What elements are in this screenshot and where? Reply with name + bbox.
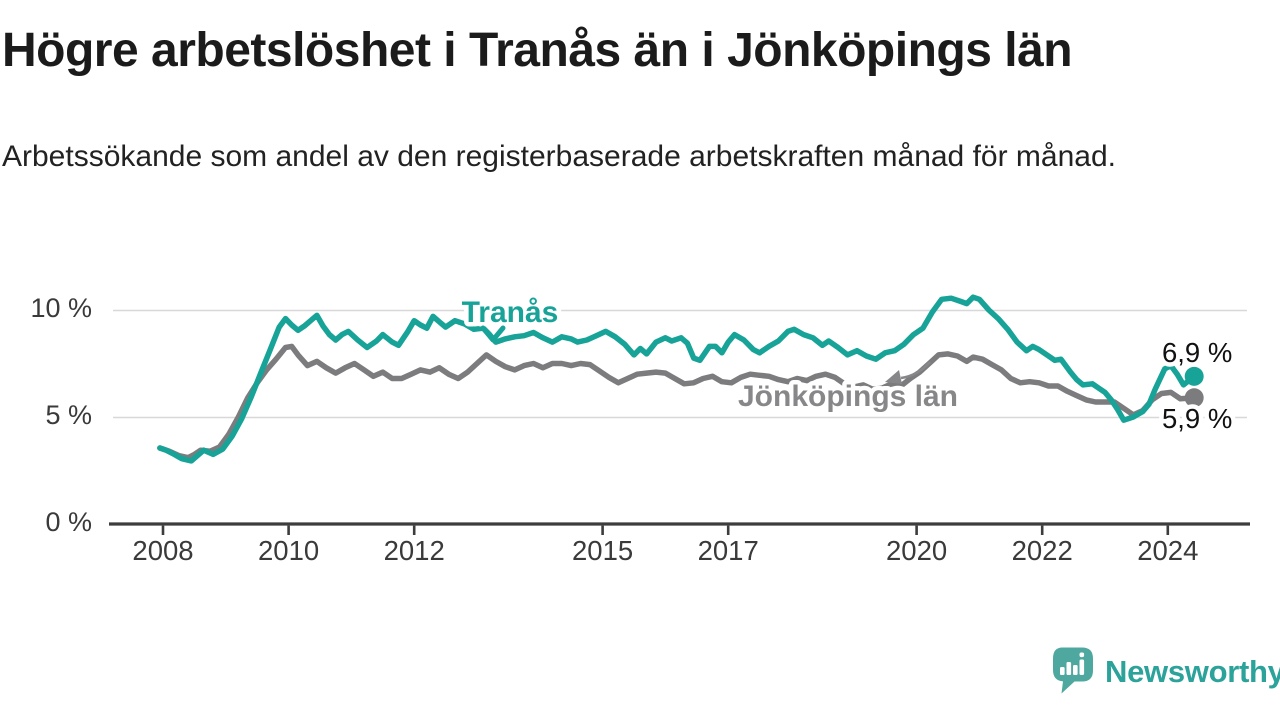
x-tick-label-2024: 2024: [1137, 535, 1198, 566]
x-tick-label-2017: 2017: [698, 535, 759, 566]
logo-exclamation-bar: [1079, 659, 1085, 675]
x-tick-label-2008: 2008: [132, 535, 193, 566]
x-tick-label-2012: 2012: [384, 535, 445, 566]
newsworthy-logo-icon: [1053, 647, 1093, 694]
end-value-label-tranaas: 6,9 %: [1162, 337, 1232, 368]
logo-bar-2: [1066, 662, 1072, 675]
end-dot-jonkopings-lan: [1184, 388, 1204, 408]
y-tick-label-5: 5 %: [45, 400, 92, 430]
jonkopings-arrow-head-icon: [885, 370, 902, 384]
series-line-tranaas: [157, 294, 1197, 464]
newsworthy-logo: Newsworthy: [1051, 646, 1280, 698]
chart-subtitle: Arbetssökande som andel av den registerb…: [2, 140, 1116, 173]
logo-bar-3: [1073, 665, 1078, 675]
series-label-jonkopings-lan: Jönköpings län: [738, 380, 958, 413]
page-title: Högre arbetslöshet i Tranås än i Jönköpi…: [2, 24, 1073, 77]
tranaas-arrow-down-icon: [480, 325, 506, 343]
x-tick-label-2022: 2022: [1012, 535, 1073, 566]
x-tick-label-2015: 2015: [572, 535, 633, 566]
y-tick-label-10: 10 %: [30, 293, 92, 323]
series-line-jonkopings-lan: [157, 343, 1197, 461]
jonkopings-arrow-line: [900, 361, 931, 380]
x-tick-label-2010: 2010: [258, 535, 319, 566]
y-tick-label-0: 0 %: [45, 507, 92, 537]
end-value-label-jonkopings-lan: 5,9 %: [1162, 403, 1232, 434]
x-tick-label-2020: 2020: [886, 535, 947, 566]
brand-name: Newsworthy: [1105, 654, 1280, 689]
series-label-tranaas: Tranås: [462, 296, 559, 329]
logo-exclamation-dot: [1079, 652, 1085, 658]
logo-bar-1: [1060, 667, 1065, 675]
end-dot-tranaas: [1184, 366, 1204, 386]
